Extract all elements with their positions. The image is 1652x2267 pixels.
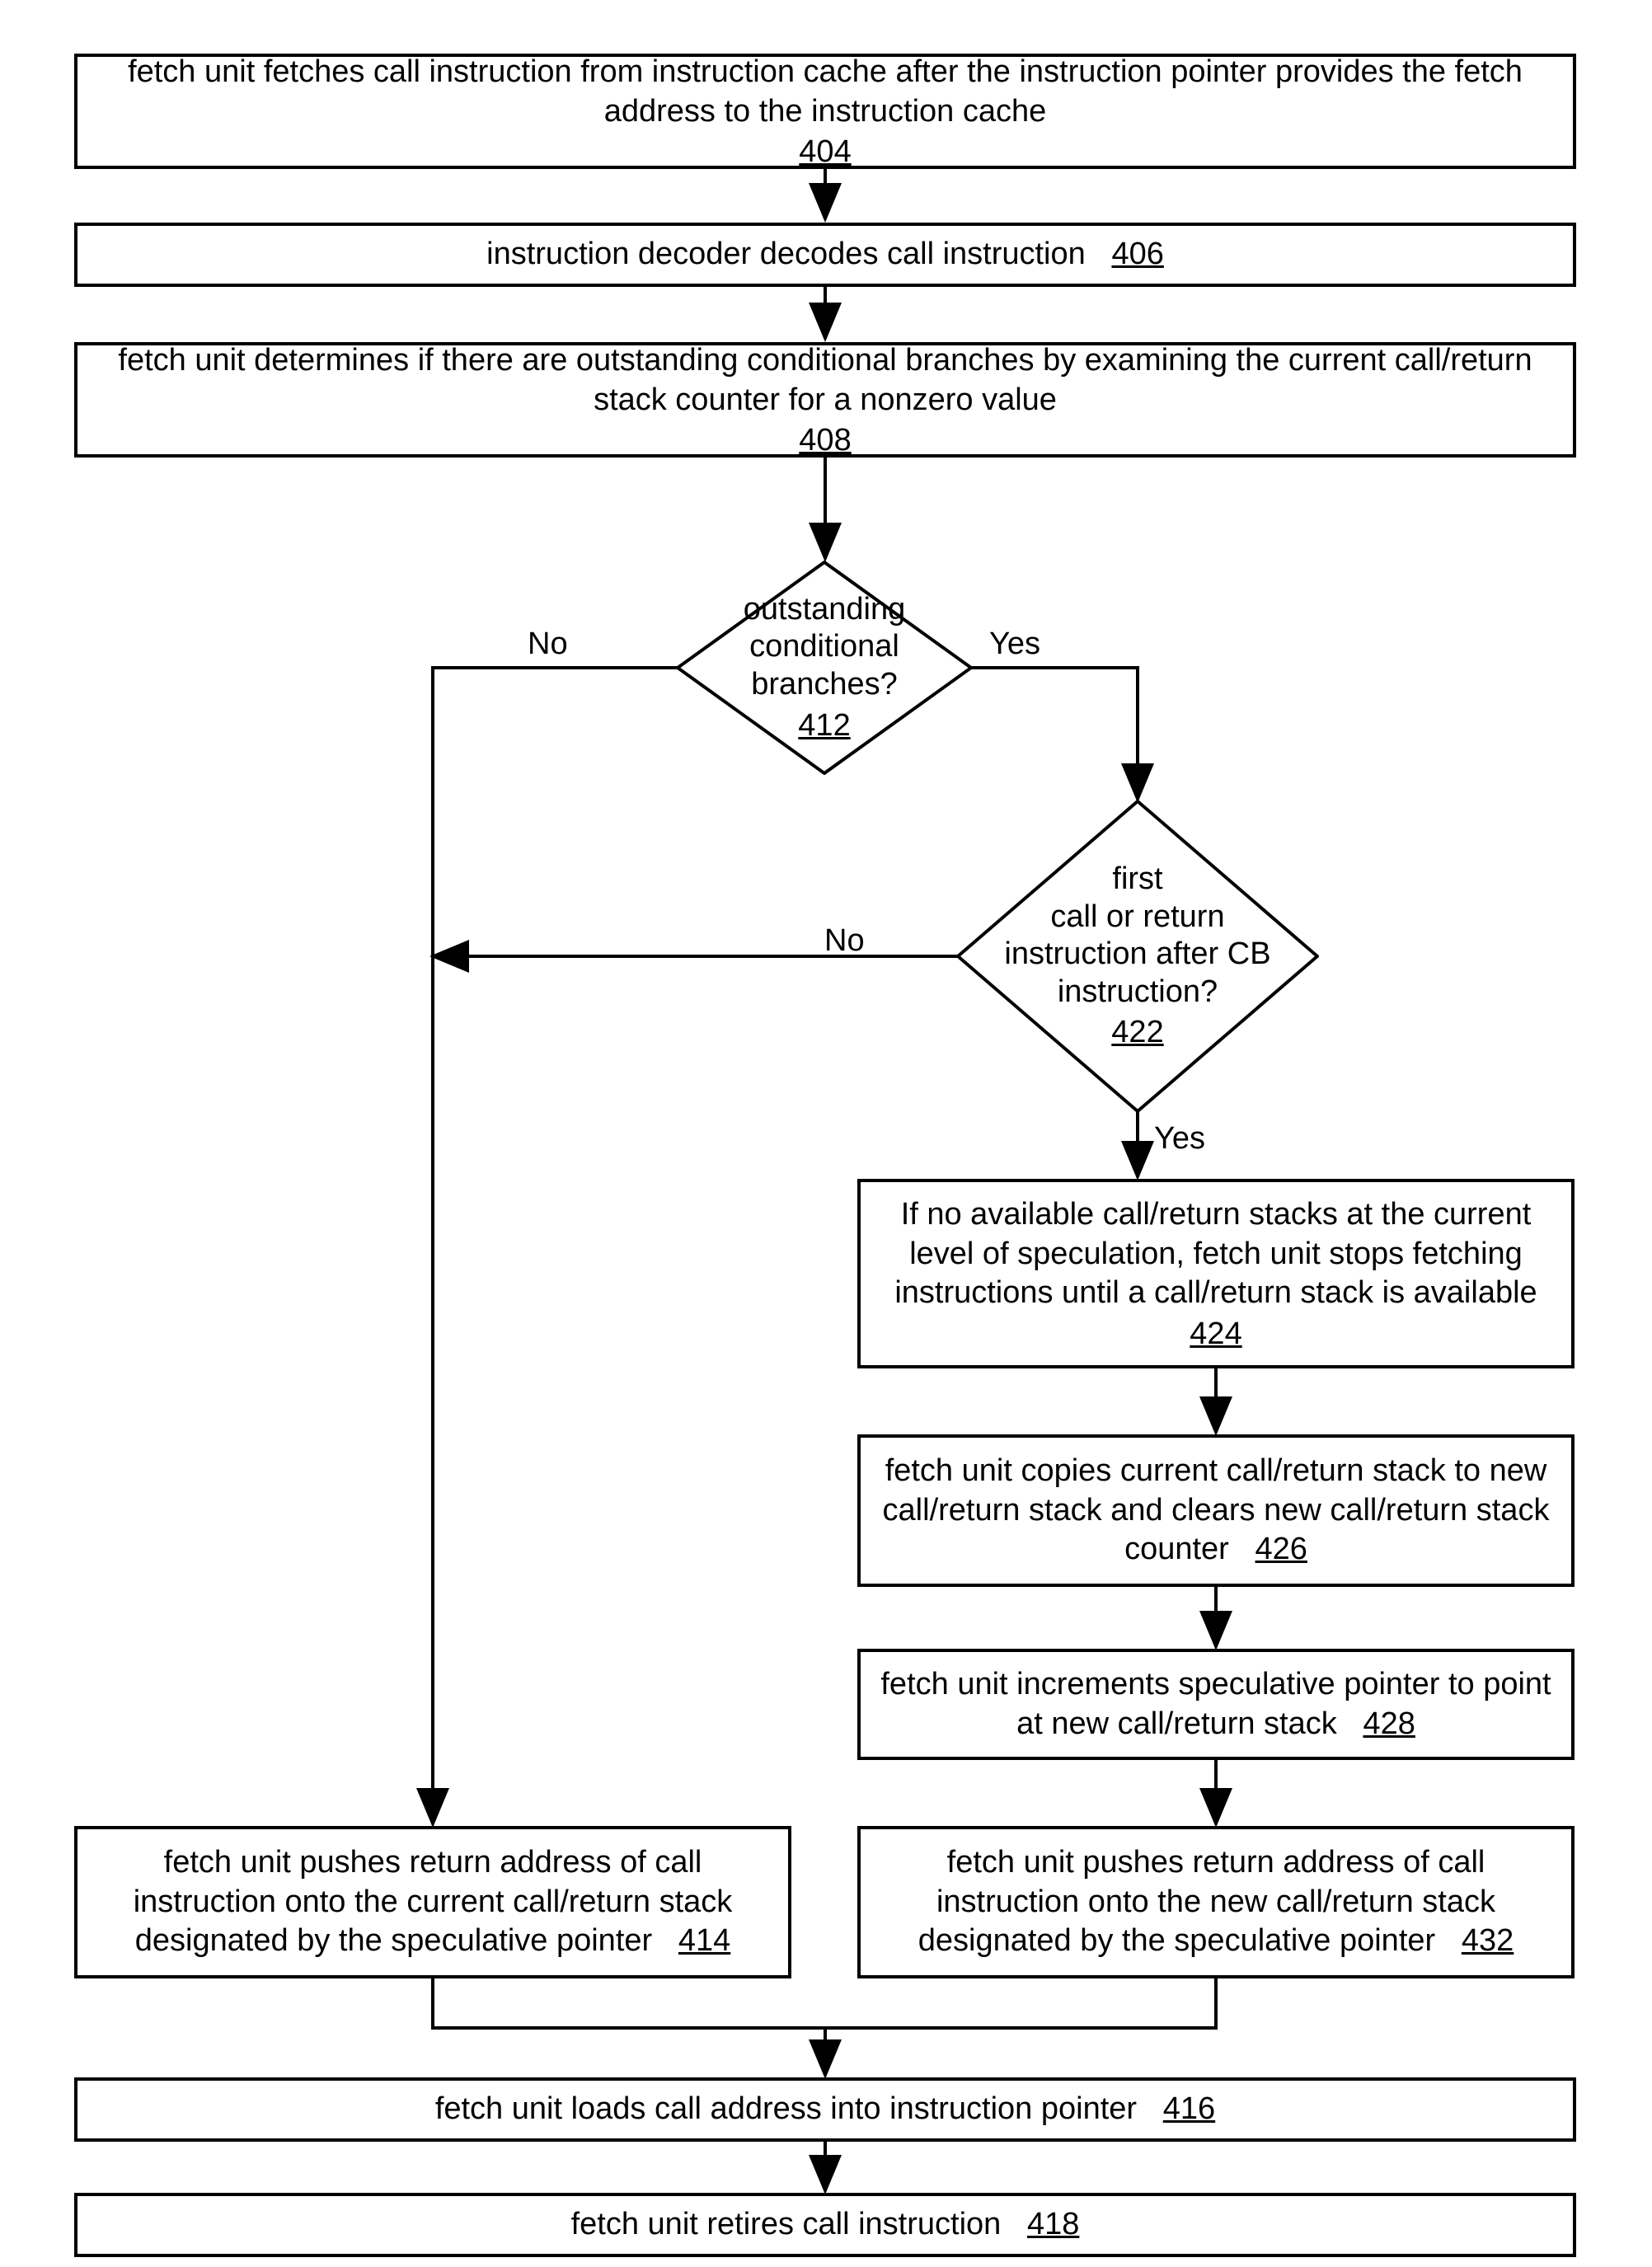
box-424: If no available call/return stacks at th… (857, 1179, 1575, 1368)
box-408: fetch unit determines if there are outst… (74, 342, 1576, 458)
box-426-ref: 426 (1255, 1532, 1307, 1566)
box-426-text: fetch unit copies current call/return st… (883, 1453, 1550, 1566)
box-414-ref: 414 (678, 1923, 730, 1958)
d422-ref: 422 (1111, 1014, 1163, 1052)
box-428-text: fetch unit increments speculative pointe… (880, 1667, 1551, 1741)
box-424-ref: 424 (1190, 1317, 1241, 1352)
box-416: fetch unit loads call address into instr… (74, 2077, 1576, 2142)
d422-line2: call or return (1050, 899, 1224, 936)
box-416-ref: 416 (1163, 2091, 1215, 2126)
label-no-412: No (528, 627, 568, 662)
box-432: fetch unit pushes return address of call… (857, 1826, 1575, 1978)
box-414: fetch unit pushes return address of call… (74, 1826, 791, 1978)
box-408-text: fetch unit determines if there are outst… (94, 341, 1556, 420)
box-432-ref: 432 (1462, 1923, 1514, 1958)
box-404-ref: 404 (799, 134, 851, 170)
box-404-text: fetch unit fetches call instruction from… (94, 53, 1556, 131)
box-414-text: fetch unit pushes return address of call… (134, 1845, 733, 1958)
label-yes-422: Yes (1154, 1121, 1205, 1157)
box-424-text: If no available call/return stacks at th… (877, 1195, 1555, 1313)
d412-line1: outstanding (744, 591, 906, 629)
d422-line4: instruction? (1058, 974, 1218, 1011)
box-408-ref: 408 (799, 423, 851, 458)
box-404: fetch unit fetches call instruction from… (74, 54, 1576, 169)
d422-line1: first (1112, 861, 1162, 899)
label-yes-412: Yes (989, 627, 1040, 662)
box-428-ref: 428 (1363, 1706, 1415, 1741)
d422-line3: instruction after CB (1004, 936, 1270, 974)
box-418-ref: 418 (1027, 2207, 1079, 2241)
box-418: fetch unit retires call instruction 418 (74, 2193, 1576, 2257)
d412-line2: conditional branches? (709, 628, 940, 703)
box-418-text: fetch unit retires call instruction (571, 2207, 1002, 2241)
diamond-412: outstanding conditional branches? 412 (676, 561, 973, 775)
box-406-text: instruction decoder decodes call instruc… (486, 237, 1086, 271)
box-406: instruction decoder decodes call instruc… (74, 223, 1576, 287)
box-432-text: fetch unit pushes return address of call… (918, 1845, 1495, 1958)
box-406-ref: 406 (1111, 237, 1163, 271)
diamond-422: first call or return instruction after C… (956, 800, 1319, 1113)
label-no-422: No (824, 923, 865, 959)
box-416-text: fetch unit loads call address into instr… (435, 2091, 1137, 2126)
box-428: fetch unit increments speculative pointe… (857, 1649, 1575, 1760)
box-426: fetch unit copies current call/return st… (857, 1434, 1575, 1587)
d412-ref: 412 (798, 707, 850, 745)
